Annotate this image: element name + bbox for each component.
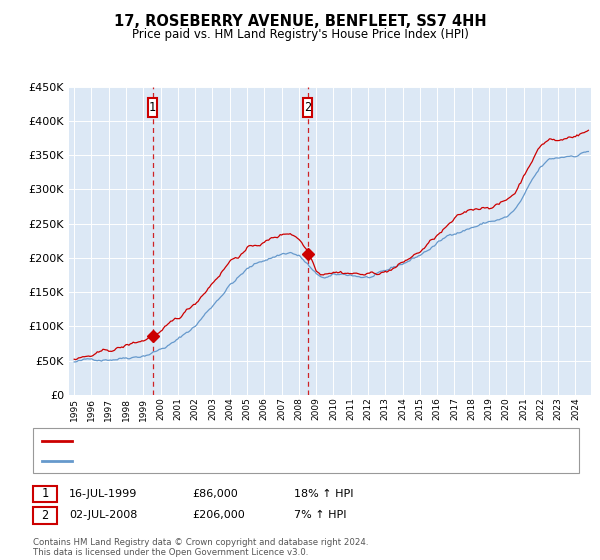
Text: 02-JUL-2008: 02-JUL-2008: [69, 510, 137, 520]
Text: 17, ROSEBERRY AVENUE, BENFLEET, SS7 4HH (semi-detached house): 17, ROSEBERRY AVENUE, BENFLEET, SS7 4HH …: [78, 436, 439, 446]
Text: 1: 1: [149, 101, 156, 114]
Text: 7% ↑ HPI: 7% ↑ HPI: [294, 510, 347, 520]
Text: 2: 2: [41, 508, 49, 522]
Text: 16-JUL-1999: 16-JUL-1999: [69, 489, 137, 499]
FancyBboxPatch shape: [303, 98, 312, 117]
Text: 2: 2: [304, 101, 311, 114]
Text: HPI: Average price, semi-detached house, Castle Point: HPI: Average price, semi-detached house,…: [78, 456, 362, 466]
Text: 1: 1: [41, 487, 49, 501]
Text: £206,000: £206,000: [192, 510, 245, 520]
Text: Price paid vs. HM Land Registry's House Price Index (HPI): Price paid vs. HM Land Registry's House …: [131, 28, 469, 41]
Text: Contains HM Land Registry data © Crown copyright and database right 2024.
This d: Contains HM Land Registry data © Crown c…: [33, 538, 368, 557]
Text: 18% ↑ HPI: 18% ↑ HPI: [294, 489, 353, 499]
Text: 17, ROSEBERRY AVENUE, BENFLEET, SS7 4HH: 17, ROSEBERRY AVENUE, BENFLEET, SS7 4HH: [113, 14, 487, 29]
FancyBboxPatch shape: [148, 98, 157, 117]
Text: £86,000: £86,000: [192, 489, 238, 499]
